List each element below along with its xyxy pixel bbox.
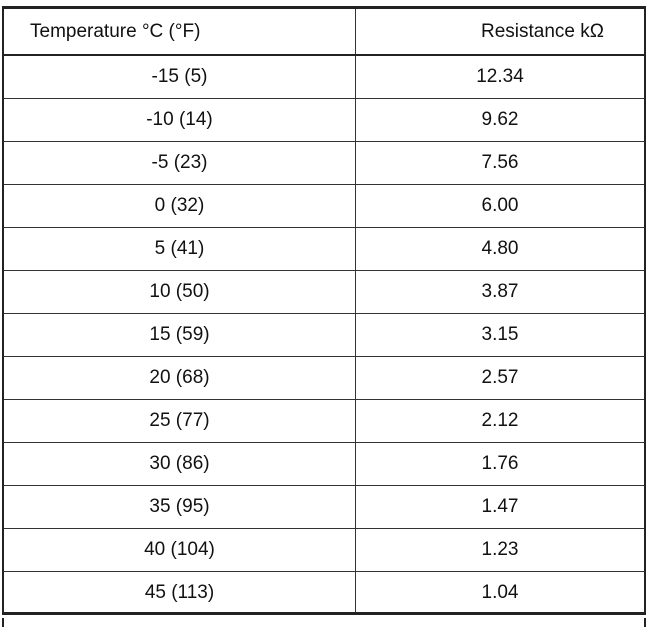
temperature-cell: -10 (14) — [4, 98, 356, 142]
resistance-cell: 4.80 — [355, 227, 644, 271]
resistance-cell: 9.62 — [355, 98, 644, 142]
resistance-cell: 1.04 — [481, 582, 519, 603]
resistance-cell: 2.57 — [355, 356, 644, 400]
resistance-cell: 7.56 — [355, 141, 644, 185]
table-row: 30 (86) 1.76 — [4, 442, 644, 486]
table-row: -15 (5) 12.34 — [4, 55, 644, 99]
temperature-cell: 15 (59) — [4, 313, 356, 357]
table-row: 5 (41) 4.80 — [4, 227, 644, 271]
table-row: -10 (14) 9.62 — [4, 98, 644, 142]
resistance-cell: 3.87 — [355, 270, 644, 314]
temperature-cell: 20 (68) — [4, 356, 356, 400]
table-row: 15 (59) 3.15 — [4, 313, 644, 357]
resistance-cell: 3.15 — [355, 313, 644, 357]
bottom-rule — [2, 612, 646, 615]
table-row: 45 (113) 1.04 — [4, 571, 644, 614]
temperature-cell: 30 (86) — [4, 442, 356, 486]
temperature-cell: 10 (50) — [4, 270, 356, 314]
resistance-cell: 6.00 — [355, 184, 644, 228]
footer-row — [2, 618, 646, 627]
table-row: 20 (68) 2.57 — [4, 356, 644, 400]
header-cell: Resistance kΩ — [355, 9, 644, 56]
table-row: 40 (104) 1.23 — [4, 528, 644, 572]
resistance-cell: 2.12 — [355, 399, 644, 443]
temperature-cell: 40 (104) — [4, 528, 356, 572]
temperature-cell: 5 (41) — [4, 227, 356, 271]
temperature-cell: 35 (95) — [4, 485, 356, 529]
table-row: 35 (95) 1.47 — [4, 485, 644, 529]
table: Temperature °C (°F) Resistance kΩ -15 (5)… — [4, 9, 644, 614]
temperature-cell: 25 (77) — [4, 399, 356, 443]
table-row: 25 (77) 2.12 — [4, 399, 644, 443]
resistance-cell: 12.34 — [355, 55, 644, 99]
temperature-cell: -15 (5) — [4, 55, 356, 99]
table-frame: Temperature °C (°F) Resistance kΩ -15 (5)… — [2, 6, 646, 615]
temperature-cell: 45 (113) — [4, 571, 356, 614]
table-row: 0 (32) 6.00 — [4, 184, 644, 228]
table-row: -5 (23) 7.56 — [4, 141, 644, 185]
resistance-cell: 1.76 — [355, 442, 644, 486]
resistance-cell: 1.47 — [355, 485, 644, 529]
temperature-cell: 0 (32) — [4, 184, 356, 228]
resistance-cell: 1.23 — [355, 528, 644, 572]
header-row: Temperature °C (°F) Resistance kΩ — [4, 9, 644, 56]
header-cell: Temperature °C (°F) — [4, 9, 356, 56]
table-row: 10 (50) 3.87 — [4, 270, 644, 314]
temperature-cell: -5 (23) — [4, 141, 356, 185]
